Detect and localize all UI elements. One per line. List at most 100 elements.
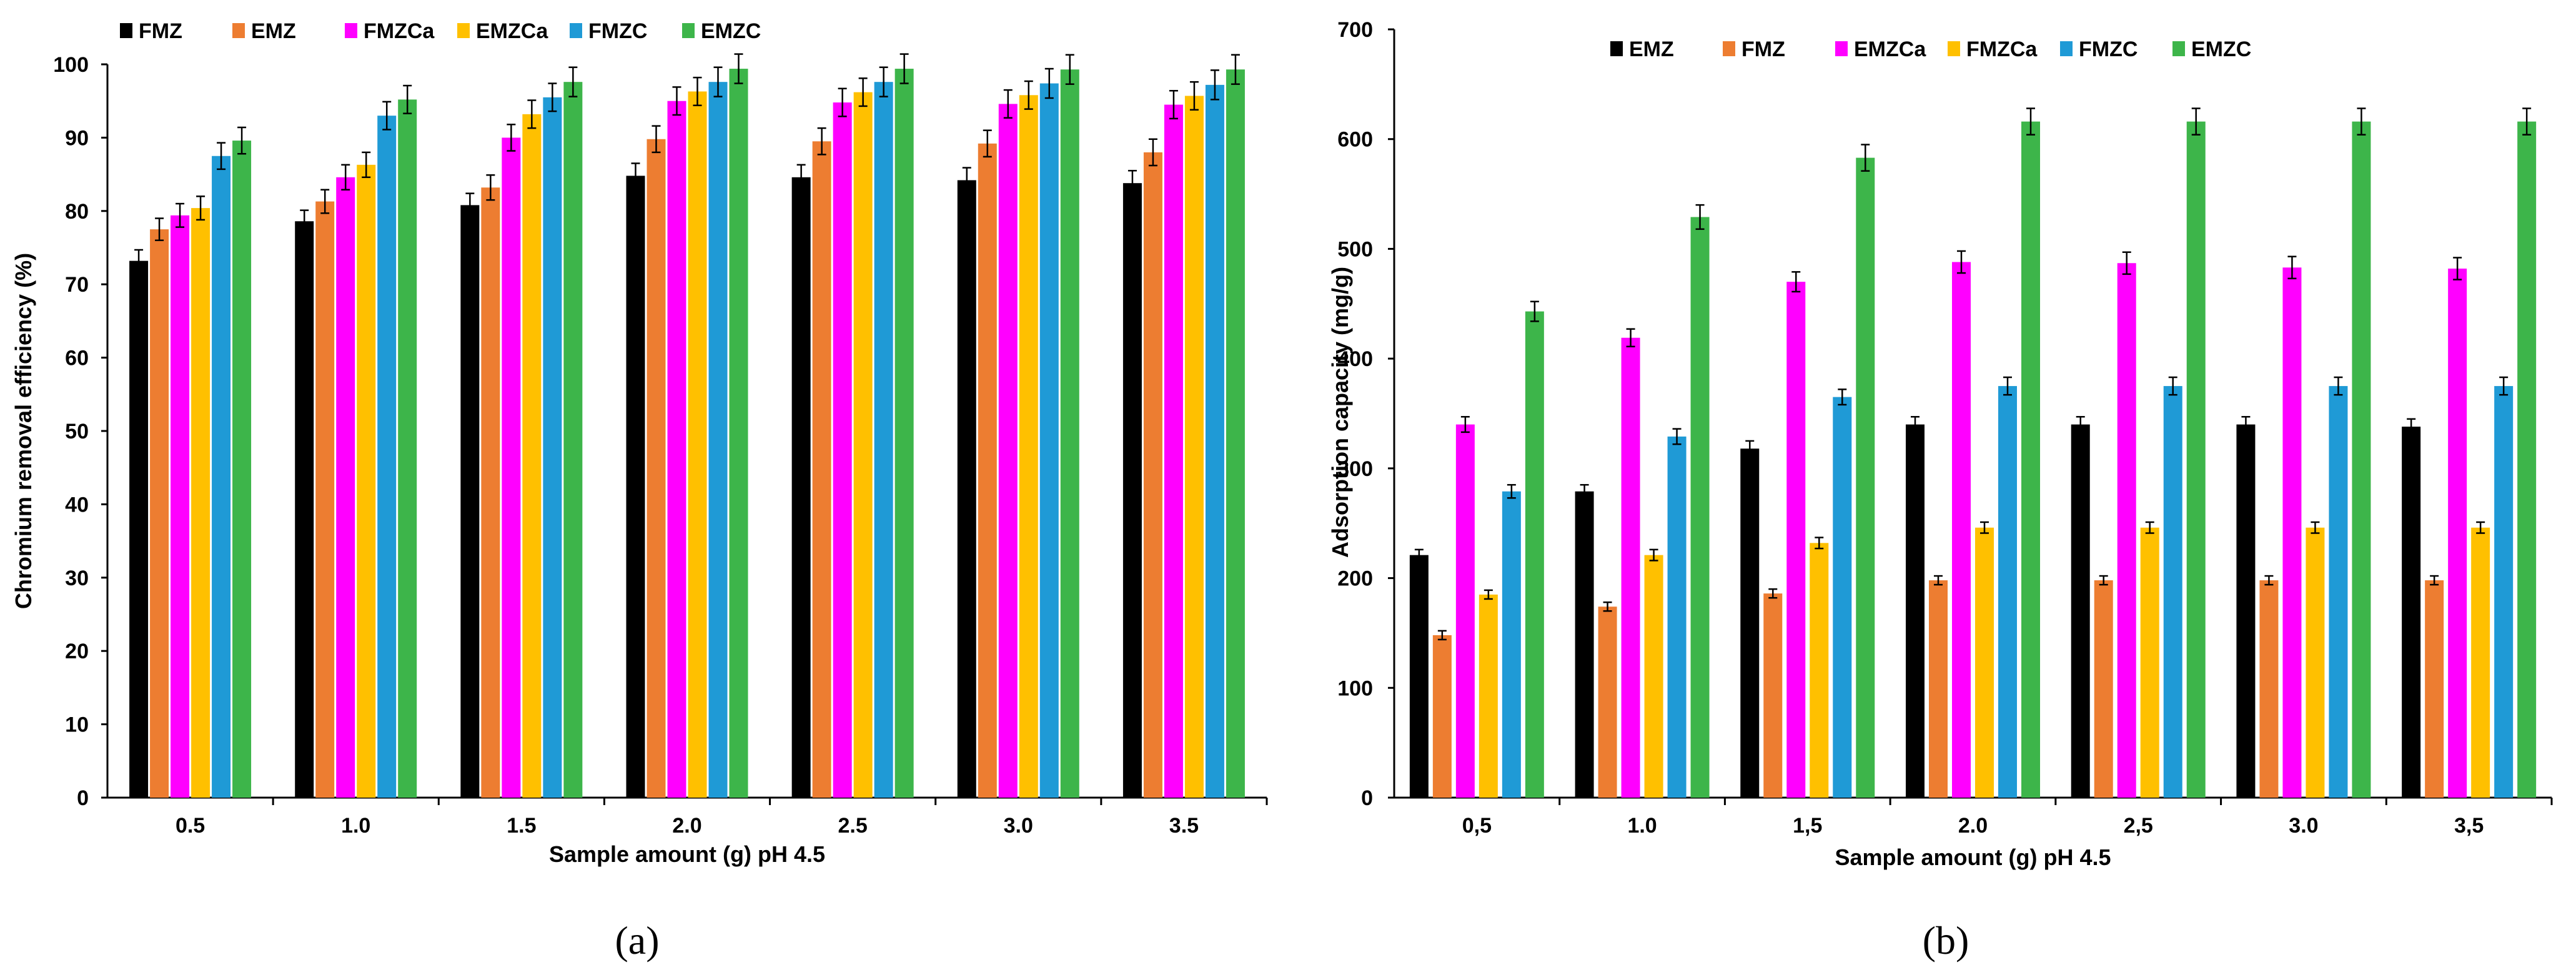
- bar: [481, 187, 500, 798]
- bar: [2021, 121, 2040, 798]
- bar: [543, 97, 562, 798]
- legend-label: FMZC: [588, 19, 647, 43]
- bar: [2425, 580, 2444, 798]
- x-tick-label: 2.5: [838, 814, 868, 838]
- legend-swatch: [345, 23, 357, 38]
- bar: [957, 180, 976, 798]
- bar: [1998, 386, 2017, 798]
- legend-label: EMZCa: [476, 19, 548, 43]
- bar: [1763, 593, 1783, 798]
- bar: [398, 99, 417, 798]
- bar: [1432, 635, 1452, 798]
- legend-swatch: [232, 23, 245, 38]
- bar: [1060, 69, 1079, 798]
- bar: [357, 164, 376, 798]
- legend-swatch: [120, 23, 132, 38]
- x-tick-label: 1,5: [1793, 814, 1822, 838]
- bar: [1184, 96, 1204, 798]
- y-tick-label: 500: [1337, 237, 1373, 261]
- bar: [1906, 424, 1925, 798]
- bar: [502, 137, 521, 798]
- bar: [833, 102, 852, 798]
- bar: [626, 176, 645, 798]
- bar: [315, 201, 335, 798]
- y-tick-label: 10: [65, 713, 89, 737]
- legend-label: EMZ: [251, 19, 296, 43]
- x-tick-label: 1.0: [1627, 814, 1657, 838]
- bar: [791, 177, 811, 798]
- bar: [460, 205, 480, 798]
- bar: [2329, 386, 2348, 798]
- x-tick-label: 3.0: [1004, 814, 1033, 838]
- legend-swatch: [570, 23, 582, 38]
- legend-swatch: [1723, 41, 1735, 56]
- y-tick-label: 60: [65, 347, 89, 370]
- y-tick-label: 20: [65, 640, 89, 663]
- bar: [2259, 580, 2279, 798]
- bar: [191, 208, 211, 798]
- x-tick-label: 2.0: [1958, 814, 1988, 838]
- bar: [2282, 267, 2302, 798]
- bar: [1810, 543, 1829, 798]
- legend-swatch: [1948, 41, 1960, 56]
- y-tick-label: 100: [53, 53, 89, 77]
- y-tick-label: 100: [1337, 676, 1373, 700]
- y-tick-label: 0: [1361, 786, 1373, 810]
- bar: [1856, 157, 1875, 798]
- legend-label: EMZ: [1629, 37, 1674, 61]
- bar: [708, 82, 728, 798]
- bar: [2117, 263, 2136, 798]
- bar: [1952, 262, 1971, 798]
- bar: [232, 141, 252, 798]
- bar: [853, 92, 873, 798]
- y-tick-label: 700: [1337, 18, 1373, 42]
- bar: [1740, 448, 1760, 798]
- y-tick-label: 30: [65, 567, 89, 590]
- bar: [2094, 580, 2113, 798]
- bar: [2140, 527, 2159, 798]
- legend-swatch: [1610, 41, 1623, 56]
- legend-swatch: [2060, 41, 2073, 56]
- y-tick-label: 70: [65, 273, 89, 297]
- bar: [2494, 386, 2514, 798]
- x-tick-label: 1.0: [341, 814, 370, 838]
- bar: [1122, 183, 1142, 798]
- bar: [129, 260, 149, 798]
- y-tick-label: 90: [65, 126, 89, 150]
- bar: [171, 215, 190, 798]
- bar: [1690, 217, 1710, 798]
- bar: [1479, 594, 1498, 798]
- legend-label: EMZC: [701, 19, 761, 43]
- bar: [1786, 282, 1806, 798]
- bar: [212, 156, 231, 798]
- bar: [2448, 269, 2467, 798]
- bar: [295, 221, 314, 798]
- y-tick-label: 200: [1337, 567, 1373, 591]
- bar: [1975, 527, 1994, 798]
- legend-swatch: [1835, 41, 1848, 56]
- y-tick-label: 300: [1337, 457, 1373, 481]
- x-tick-label: 2,5: [2124, 814, 2153, 838]
- y-axis-label: Adsorption capacity (mg/g): [1327, 267, 1353, 558]
- legend-swatch: [2172, 41, 2185, 56]
- y-tick-label: 0: [77, 786, 89, 810]
- legend-label: EMZC: [2191, 37, 2251, 61]
- bar: [1667, 436, 1687, 798]
- bar: [978, 143, 997, 798]
- legend-label: FMZ: [139, 19, 182, 43]
- bar: [1205, 84, 1224, 798]
- y-axis-label: Chromium removal efficiency (%): [11, 253, 36, 609]
- caption-a: (a): [615, 918, 659, 963]
- x-axis-label: Sample amount (g) pH 4.5: [549, 841, 825, 867]
- bar: [1143, 152, 1162, 798]
- bar: [729, 69, 748, 798]
- y-tick-label: 400: [1337, 347, 1373, 371]
- bar: [2186, 121, 2206, 798]
- chart-b: 0 100 200 300 400 500 600 700 0,5 1.0 1,5 2.0 2,5 3.0…: [1327, 18, 2553, 870]
- y-tick-label: 600: [1337, 128, 1373, 152]
- bar: [1226, 69, 1245, 798]
- bar: [1455, 424, 1475, 798]
- bar: [1575, 491, 1594, 798]
- bar: [1164, 104, 1183, 798]
- x-tick-label: 1.5: [507, 814, 536, 838]
